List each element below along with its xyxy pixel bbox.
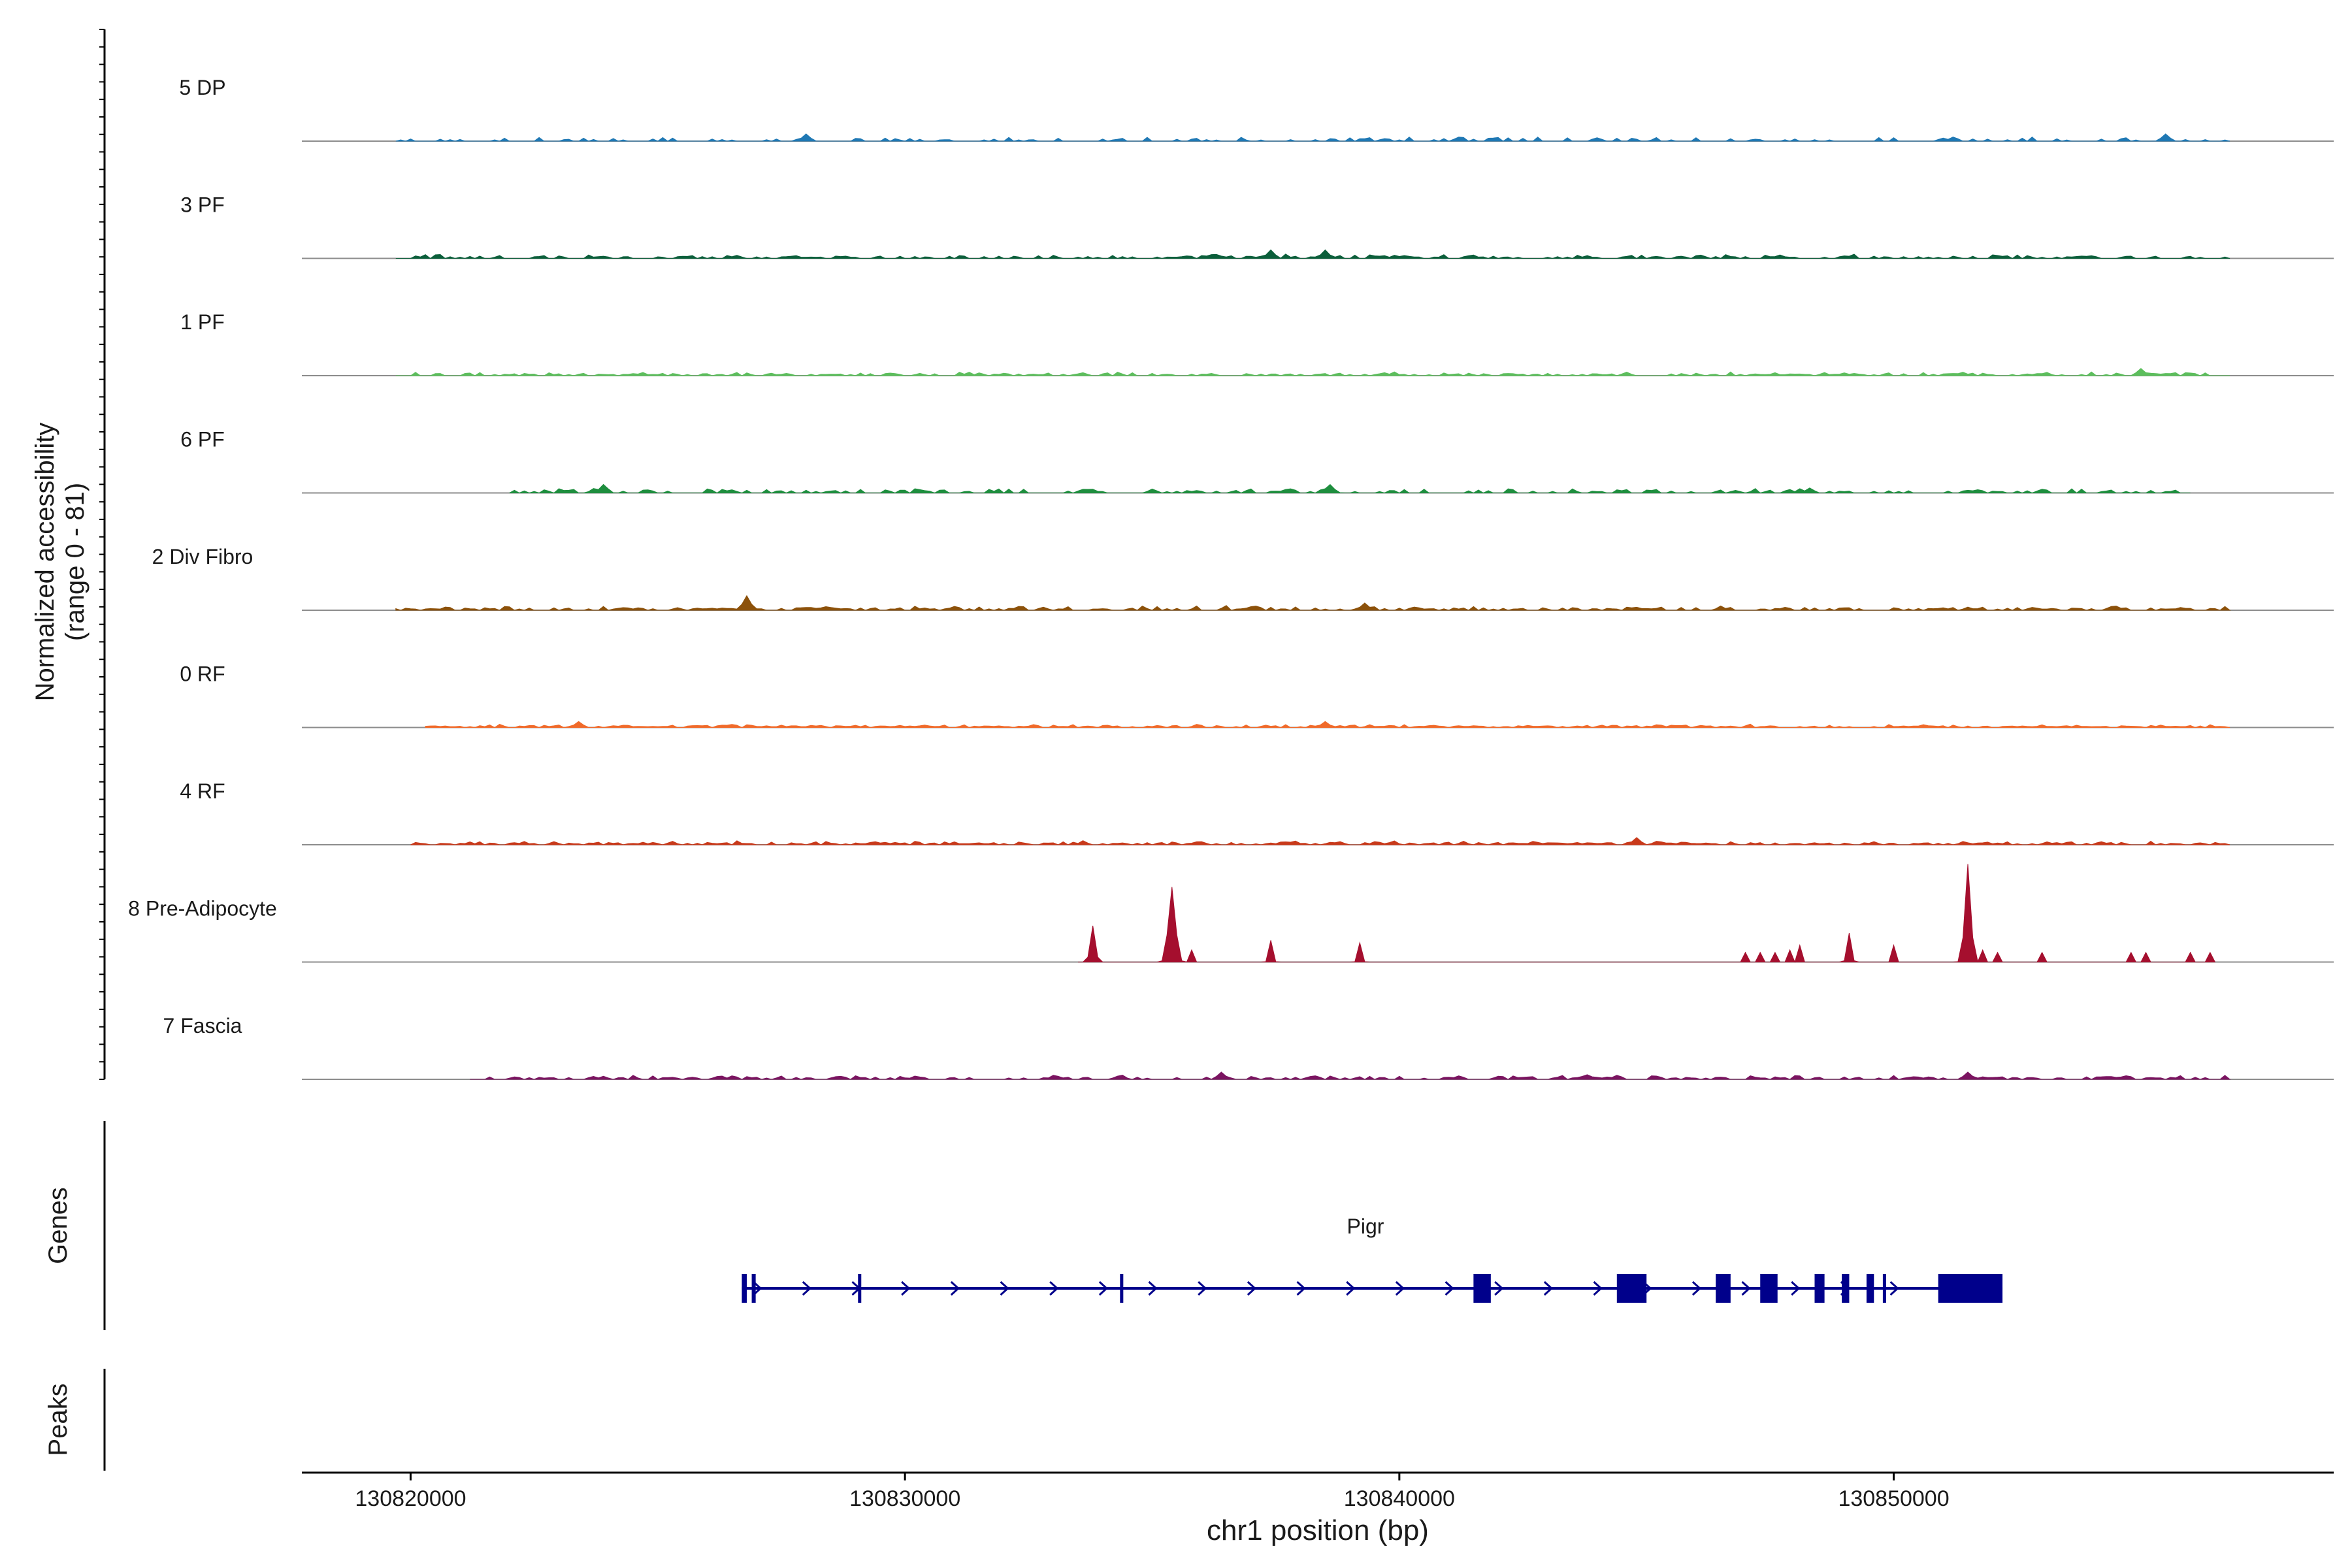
strand-arrow — [1098, 1281, 1109, 1296]
track-label: 5 DP — [179, 76, 225, 99]
x-tick-label: 130850000 — [1838, 1486, 1949, 1511]
genes-panel: Genes Pigr — [44, 1121, 2003, 1330]
strand-arrow — [1000, 1281, 1009, 1296]
strand-arrow — [1346, 1281, 1356, 1296]
exon — [1716, 1274, 1731, 1303]
peaks-panel-label: Peaks — [44, 1383, 73, 1456]
track-label: 1 PF — [180, 310, 225, 334]
coverage-area — [1078, 864, 2216, 964]
strand-arrow — [1889, 1281, 1899, 1296]
track-0-rf: 0 RF — [180, 662, 2334, 728]
track-5-dp: 5 DP — [179, 76, 2334, 142]
track-2-div-fibro: 2 Div Fibro — [152, 545, 2334, 611]
track-1-pf: 1 PF — [180, 310, 2334, 376]
coverage-area — [395, 595, 2231, 611]
exon — [858, 1274, 862, 1303]
exon — [1866, 1274, 1874, 1303]
x-axis: 130820000 130830000 130840000 130850000 — [302, 1471, 2334, 1511]
coverage-area — [395, 249, 2230, 259]
strand-arrow — [1593, 1281, 1603, 1296]
exon — [1760, 1274, 1778, 1303]
strand-arrow — [1543, 1281, 1554, 1296]
exon — [1938, 1274, 2003, 1303]
strand-arrow — [1049, 1281, 1059, 1296]
strand-arrow — [950, 1281, 960, 1296]
coverage-area — [395, 133, 2230, 142]
strand-arrow — [901, 1281, 911, 1296]
track-label: 4 RF — [180, 779, 225, 803]
strand-arrow — [1148, 1281, 1158, 1296]
track-4-rf: 4 RF — [180, 779, 2334, 845]
track-8-pre-adipocyte: 8 Pre-Adipocyte — [128, 864, 2334, 964]
coverage-y-axis — [99, 29, 106, 1080]
coverage-tracks: 5 DP 3 PF 1 PF 6 PF 2 Div Fibro 0 RF 4 RF 8 Pre… — [128, 76, 2334, 1080]
exon — [1120, 1274, 1124, 1303]
coverage-area — [410, 837, 2230, 845]
coverage-area — [509, 483, 2191, 494]
x-axis-title: chr1 position (bp) — [1207, 1514, 1429, 1546]
coverage-area — [470, 1071, 2231, 1080]
strand-arrow — [1395, 1281, 1405, 1296]
gene-model-pigr — [742, 1274, 2003, 1303]
coverage-area — [395, 368, 2230, 376]
exon — [751, 1274, 756, 1303]
exon — [1842, 1274, 1850, 1303]
strand-arrow — [1247, 1281, 1257, 1296]
gene-name-label: Pigr — [1347, 1215, 1384, 1238]
coverage-area — [425, 721, 2230, 728]
strand-arrow — [1198, 1281, 1207, 1296]
exon — [1882, 1274, 1886, 1303]
strand-arrow — [1741, 1281, 1751, 1296]
track-label: 8 Pre-Adipocyte — [128, 897, 277, 921]
track-7-fascia: 7 Fascia — [163, 1014, 2334, 1080]
y-axis-label-line1: Normalized accessibility — [31, 423, 59, 702]
track-label: 0 RF — [180, 662, 225, 686]
strand-arrow — [1691, 1281, 1702, 1296]
track-3-pf: 3 PF — [180, 193, 2334, 259]
peaks-panel: Peaks — [44, 1369, 106, 1471]
exon — [742, 1274, 747, 1303]
track-label: 6 PF — [180, 428, 225, 451]
track-6-pf: 6 PF — [180, 428, 2334, 494]
x-tick-label: 130840000 — [1344, 1486, 1455, 1511]
exon — [1473, 1274, 1491, 1303]
x-tick-label: 130820000 — [355, 1486, 466, 1511]
y-axis-label-line2: (range 0 - 81) — [61, 483, 90, 641]
genes-panel-label: Genes — [44, 1187, 73, 1264]
exon — [1616, 1274, 1647, 1303]
track-label: 7 Fascia — [163, 1014, 242, 1037]
strand-arrow — [802, 1281, 812, 1296]
strand-arrow — [1445, 1281, 1454, 1296]
strand-arrow — [1791, 1281, 1801, 1296]
track-label: 2 Div Fibro — [152, 545, 253, 568]
strand-arrow — [1494, 1281, 1504, 1296]
strand-arrow — [1296, 1281, 1306, 1296]
x-tick-label: 130830000 — [849, 1486, 960, 1511]
strand-arrow — [753, 1281, 762, 1296]
track-label: 3 PF — [180, 193, 225, 217]
exon — [1814, 1274, 1825, 1303]
